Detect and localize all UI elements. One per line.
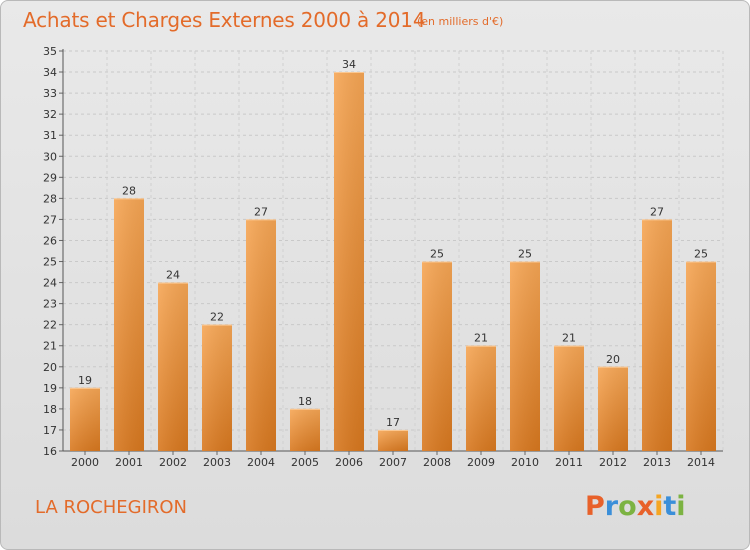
y-tick-label: 16 <box>43 445 57 458</box>
x-tick-label-2012: 2012 <box>599 456 627 469</box>
value-label-2006: 34 <box>342 58 356 71</box>
value-label-2000: 19 <box>78 374 92 387</box>
x-tick-label-2009: 2009 <box>467 456 495 469</box>
bar-shine-2003 <box>202 324 232 451</box>
bar-shine-2011 <box>554 345 584 451</box>
y-tick-label: 34 <box>43 66 57 79</box>
commune-name: LA ROCHEGIRON <box>35 497 188 518</box>
y-tick-label: 32 <box>43 108 57 121</box>
x-tick-label-2003: 2003 <box>203 456 231 469</box>
x-tick-label-2013: 2013 <box>643 456 671 469</box>
value-label-2005: 18 <box>298 395 312 408</box>
y-tick-label: 26 <box>43 234 57 247</box>
x-tick-label-2011: 2011 <box>555 456 583 469</box>
y-tick-label: 23 <box>43 298 57 311</box>
bar-shine-2002 <box>158 282 188 451</box>
value-label-2004: 27 <box>254 205 268 218</box>
logo-letter: o <box>618 491 637 522</box>
value-label-2014: 25 <box>694 248 708 261</box>
value-label-2012: 20 <box>606 353 620 366</box>
bar-shine-2008 <box>422 261 452 451</box>
value-label-2009: 21 <box>474 332 488 345</box>
value-label-2002: 24 <box>166 269 180 282</box>
x-tick-label-2002: 2002 <box>159 456 187 469</box>
x-tick-label-2014: 2014 <box>687 456 715 469</box>
value-label-2003: 22 <box>210 311 224 324</box>
value-label-2008: 25 <box>430 248 444 261</box>
bar-shine-2005 <box>290 408 320 451</box>
logo-letter: t <box>663 491 677 522</box>
y-tick-label: 21 <box>43 340 57 353</box>
chart-title: Achats et Charges Externes 2000 à 2014 <box>23 8 426 32</box>
y-tick-label: 27 <box>43 213 57 226</box>
bars <box>70 72 716 451</box>
bar-shine-2000 <box>70 387 100 451</box>
bar-shine-2009 <box>466 345 496 451</box>
x-tick-label-2001: 2001 <box>115 456 143 469</box>
bar-shine-2013 <box>642 219 672 451</box>
x-tick-label-2008: 2008 <box>423 456 451 469</box>
bar-shine-2004 <box>246 219 276 451</box>
x-tick-label-2007: 2007 <box>379 456 407 469</box>
bar-shine-2012 <box>598 366 628 451</box>
y-tick-label: 30 <box>43 150 57 163</box>
x-tick-label-2004: 2004 <box>247 456 275 469</box>
y-tick-label: 31 <box>43 129 57 142</box>
y-tick-label: 28 <box>43 192 57 205</box>
x-tick-label-2000: 2000 <box>71 456 99 469</box>
x-tick-label-2006: 2006 <box>335 456 363 469</box>
y-tick-label: 19 <box>43 382 57 395</box>
bar-shine-2001 <box>114 198 144 451</box>
y-tick-label: 29 <box>43 171 57 184</box>
labels: 16 17 18 19 20 21 22 23 24 25 26 27 28 29 30 31 32 33 34 35… <box>43 45 715 469</box>
y-tick-label: 17 <box>43 424 57 437</box>
logo-letter: r <box>604 491 619 522</box>
y-tick-label: 22 <box>43 319 57 332</box>
y-tick-label: 20 <box>43 361 57 374</box>
y-tick-label: 25 <box>43 256 57 269</box>
logo-letter: i <box>654 491 664 522</box>
x-tick-label-2005: 2005 <box>291 456 319 469</box>
value-label-2001: 28 <box>122 184 136 197</box>
value-label-2010: 25 <box>518 248 532 261</box>
logo-letter: i <box>676 491 686 522</box>
value-label-2007: 17 <box>386 416 400 429</box>
bar-shine-2010 <box>510 261 540 451</box>
bar-shine-2014 <box>686 261 716 451</box>
y-tick-label: 35 <box>43 45 57 58</box>
chart-subtitle: (en milliers d'€) <box>417 15 504 28</box>
x-tick-label-2010: 2010 <box>511 456 539 469</box>
value-label-2011: 21 <box>562 332 576 345</box>
proxiti-logo[interactable]: Proxiti <box>585 491 686 522</box>
bar-shine-2007 <box>378 429 408 451</box>
bar-shine-2006 <box>334 72 364 451</box>
y-tick-label: 24 <box>43 277 57 290</box>
y-tick-label: 33 <box>43 87 57 100</box>
logo-letter: x <box>636 491 655 522</box>
logo-letter: P <box>585 491 605 522</box>
y-tick-label: 18 <box>43 403 57 416</box>
value-label-2013: 27 <box>650 205 664 218</box>
